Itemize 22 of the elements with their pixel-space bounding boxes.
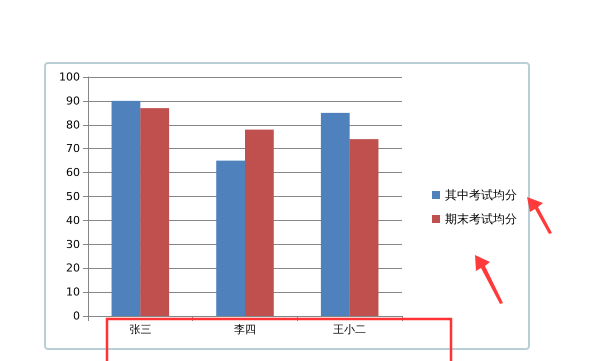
y-tick-label: 90 — [66, 94, 80, 108]
y-tick-label: 40 — [66, 214, 80, 227]
bar — [112, 100, 140, 316]
y-tick-label: 50 — [66, 190, 80, 203]
y-tick-label: 0 — [73, 310, 80, 322]
legend-label: 其中考试均分 — [445, 188, 517, 202]
bar — [350, 139, 378, 316]
y-tick-label: 60 — [66, 166, 80, 180]
y-tick-label: 10 — [66, 286, 80, 299]
bar — [320, 112, 350, 316]
y-tick-label: 70 — [66, 142, 80, 156]
x-tick-label: 王小二 — [333, 323, 366, 336]
bar — [140, 108, 170, 316]
x-tick-label: 张三 — [129, 323, 152, 336]
y-tick-label: 30 — [66, 238, 80, 251]
y-tick-label: 100 — [59, 70, 80, 84]
bar — [245, 130, 274, 316]
y-tick-label: 80 — [66, 118, 80, 132]
y-tick-label: 20 — [66, 262, 80, 275]
bar — [216, 160, 245, 316]
x-tick-label: 李四 — [234, 323, 256, 336]
legend-label: 期末考试均分 — [445, 212, 517, 226]
